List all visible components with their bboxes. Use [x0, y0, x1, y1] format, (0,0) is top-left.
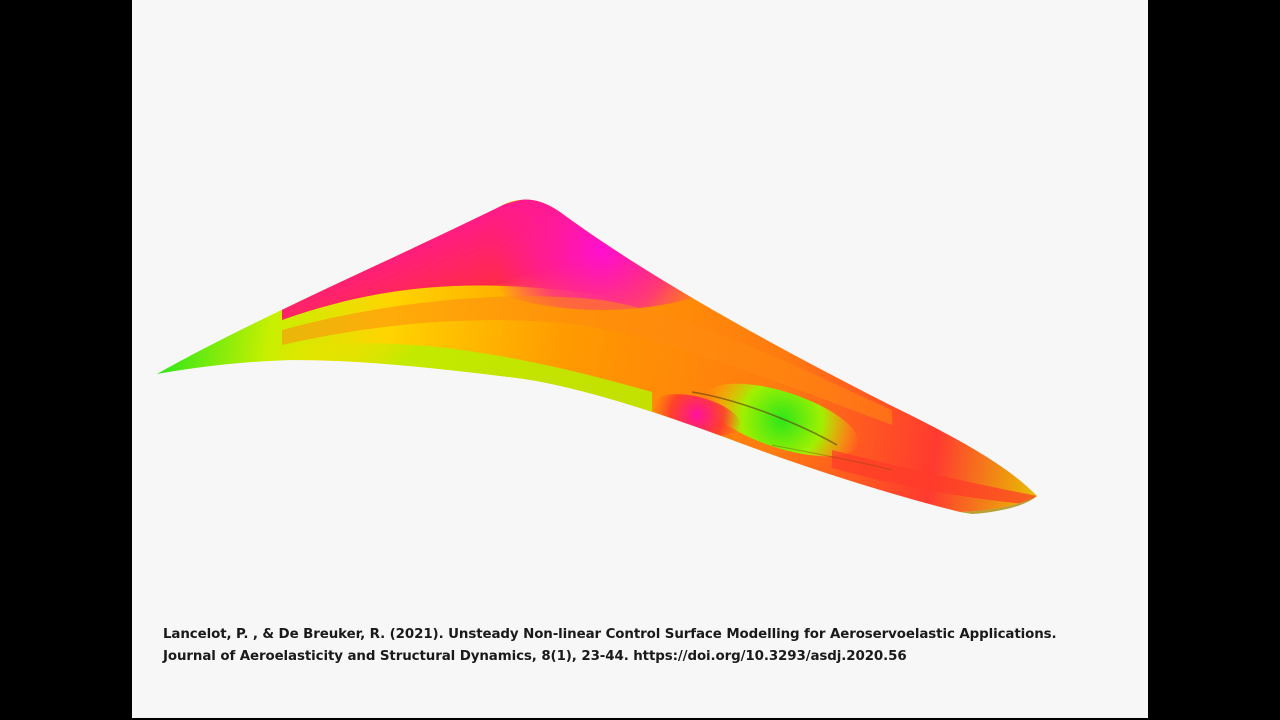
slide: Lancelot, P. , & De Breuker, R. (2021). … — [132, 0, 1148, 718]
wing-surface — [157, 199, 1037, 513]
citation-line-1: Lancelot, P. , & De Breuker, R. (2021). … — [163, 627, 1057, 642]
citation-line-2: Journal of Aeroelasticity and Structural… — [163, 648, 907, 664]
wing-contour-render — [157, 199, 1037, 514]
citation: Lancelot, P. , & De Breuker, R. (2021). … — [163, 624, 1123, 667]
